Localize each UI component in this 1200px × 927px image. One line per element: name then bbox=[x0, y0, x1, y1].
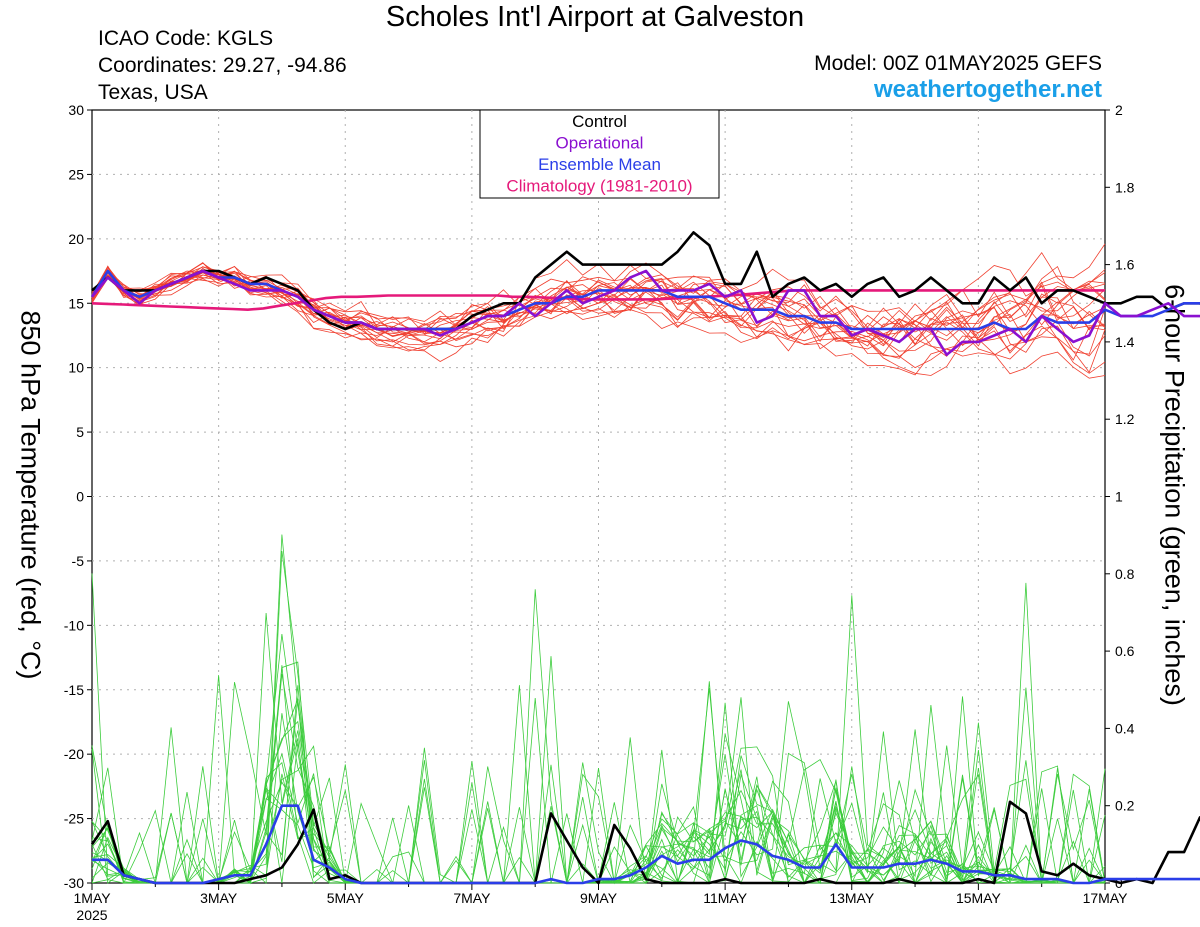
y-tick-label-right: 0.2 bbox=[1115, 798, 1135, 814]
x-tick-label: 9MAY bbox=[580, 890, 618, 906]
y-tick-label-left: -5 bbox=[72, 553, 85, 569]
y-tick-label-right: 1.4 bbox=[1115, 334, 1135, 350]
precip-member-line bbox=[91, 656, 1105, 885]
control-temp-line bbox=[91, 231, 1200, 331]
y-tick-label-left: -20 bbox=[64, 746, 84, 762]
x-tick-label: 3MAY bbox=[200, 890, 238, 906]
y-tick-label-left: 15 bbox=[68, 295, 84, 311]
x-tick-label: 11MAY bbox=[703, 890, 747, 906]
x-tick-label: 15MAY bbox=[956, 890, 1002, 906]
legend-box bbox=[479, 109, 720, 199]
temp-member-line bbox=[91, 268, 1106, 379]
legend-entry: Operational bbox=[556, 134, 644, 153]
legend-entry: Ensemble Mean bbox=[538, 155, 661, 174]
x-tick-label: 17MAY bbox=[1083, 890, 1129, 906]
region: Texas, USA bbox=[98, 81, 208, 104]
legend-entry: Climatology (1981-2010) bbox=[506, 177, 692, 196]
legend: Control Operational Ensemble Mean Climatolo… bbox=[479, 109, 720, 199]
model-run: Model: 00Z 01MAY2025 GEFS bbox=[814, 52, 1102, 75]
coordinates: Coordinates: 29.27, -94.86 bbox=[98, 54, 347, 77]
control-precip-line bbox=[90, 800, 1200, 885]
y-tick-label-right: 1.8 bbox=[1115, 179, 1135, 195]
y-tick-label-left: 10 bbox=[68, 360, 84, 376]
x-tick-label: 1MAY bbox=[73, 890, 111, 906]
y-tick-label-left: -30 bbox=[64, 875, 84, 891]
site-link[interactable]: weathertogether.net bbox=[873, 76, 1102, 103]
x-year-label: 2025 bbox=[76, 907, 107, 923]
operational-temp-line bbox=[90, 269, 1200, 357]
y-tick-label-right: 0.4 bbox=[1115, 720, 1135, 736]
y-tick-label-left: -25 bbox=[64, 811, 84, 827]
precip-member-line bbox=[91, 589, 1106, 884]
y-tick-label-left: 20 bbox=[68, 231, 84, 247]
x-tick-label: 13MAY bbox=[829, 890, 875, 906]
x-tick-label: 7MAY bbox=[453, 890, 491, 906]
y-tick-label-right: 1 bbox=[1115, 489, 1123, 505]
y-tick-label-right: 1.2 bbox=[1115, 411, 1135, 427]
y-tick-label-left: 25 bbox=[68, 166, 84, 182]
y-tick-label-left: 5 bbox=[76, 424, 84, 440]
precip-member-line bbox=[91, 612, 1105, 885]
x-tick-label: 5MAY bbox=[327, 890, 365, 906]
y-tick-label-left: -10 bbox=[64, 617, 84, 633]
temp-member-line bbox=[91, 273, 1106, 362]
mean-precip-line bbox=[92, 804, 1200, 885]
temp-member-line bbox=[91, 262, 1106, 359]
legend-entry: Control bbox=[572, 112, 627, 131]
temp-member-line bbox=[91, 270, 1106, 346]
y-tick-label-left: -15 bbox=[64, 682, 84, 698]
chart-title: Scholes Int'l Airport at Galveston bbox=[385, 1, 805, 33]
y-tick-label-right: 1.6 bbox=[1115, 257, 1135, 273]
y-tick-label-right: 0.6 bbox=[1115, 643, 1135, 659]
y-tick-label-left: 30 bbox=[68, 102, 84, 118]
y-tick-label-right: 0.8 bbox=[1115, 566, 1135, 582]
y-tick-label-right: 2 bbox=[1115, 102, 1123, 118]
climatology-line bbox=[91, 289, 1105, 312]
y-tick-label-left: 0 bbox=[76, 489, 84, 505]
icao-code: ICAO Code: KGLS bbox=[98, 27, 274, 50]
